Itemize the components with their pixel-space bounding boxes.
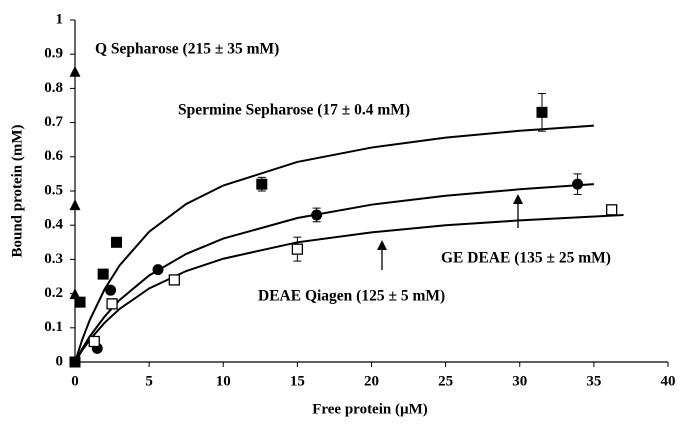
y-tick-label: 0.9 bbox=[44, 46, 63, 62]
marker bbox=[168, 274, 180, 286]
series-label: GE DEAE (135 ± 25 mM) bbox=[441, 250, 611, 267]
y-tick-label: 0.7 bbox=[44, 114, 63, 130]
marker bbox=[152, 264, 164, 276]
y-tick-label: 0.1 bbox=[44, 319, 63, 335]
y-tick-label: 0.4 bbox=[44, 217, 63, 233]
marker bbox=[291, 243, 304, 255]
x-tick-label: 40 bbox=[661, 373, 676, 389]
y-tick-label: 0.3 bbox=[44, 251, 63, 267]
y-tick-label: 0.8 bbox=[44, 80, 63, 96]
marker bbox=[572, 178, 584, 190]
marker bbox=[69, 288, 81, 300]
fit-curve bbox=[74, 124, 594, 363]
x-tick-label: 10 bbox=[216, 373, 231, 389]
marker bbox=[74, 296, 86, 308]
y-tick-label: 0.6 bbox=[44, 148, 63, 164]
y-tick-label: 0.2 bbox=[44, 285, 63, 301]
x-tick-label: 20 bbox=[364, 373, 379, 389]
marker bbox=[69, 65, 81, 77]
marker bbox=[88, 335, 100, 348]
series-label: Spermine Sepharose (17 ± 0.4 mM) bbox=[178, 102, 410, 119]
marker bbox=[536, 106, 548, 118]
marker bbox=[97, 268, 109, 280]
marker bbox=[69, 199, 81, 211]
x-axis-title: Free protein (µM) bbox=[312, 401, 428, 417]
y-tick-label: 0 bbox=[56, 353, 64, 369]
fit-curve bbox=[74, 183, 594, 363]
series-label: Q Sepharose (215 ± 35 mM) bbox=[95, 41, 279, 58]
x-tick-label: 35 bbox=[586, 373, 601, 389]
marker bbox=[106, 298, 118, 310]
marker bbox=[606, 204, 618, 216]
marker bbox=[69, 356, 81, 368]
y-axis-title: Bound protein (mM) bbox=[9, 124, 25, 257]
x-tick-label: 0 bbox=[71, 373, 79, 389]
series-label: DEAE Qiagen (125 ± 5 mM) bbox=[258, 288, 445, 305]
y-tick-label: 0.5 bbox=[44, 182, 63, 198]
marker bbox=[311, 209, 323, 221]
marker bbox=[256, 178, 268, 190]
x-tick-label: 5 bbox=[145, 373, 153, 389]
marker bbox=[111, 236, 123, 248]
arrow bbox=[377, 194, 523, 270]
marker bbox=[105, 284, 117, 296]
x-tick-label: 30 bbox=[512, 373, 527, 389]
x-tick-label: 15 bbox=[290, 373, 305, 389]
y-tick-label: 1 bbox=[56, 11, 64, 27]
x-tick-label: 25 bbox=[438, 373, 453, 389]
